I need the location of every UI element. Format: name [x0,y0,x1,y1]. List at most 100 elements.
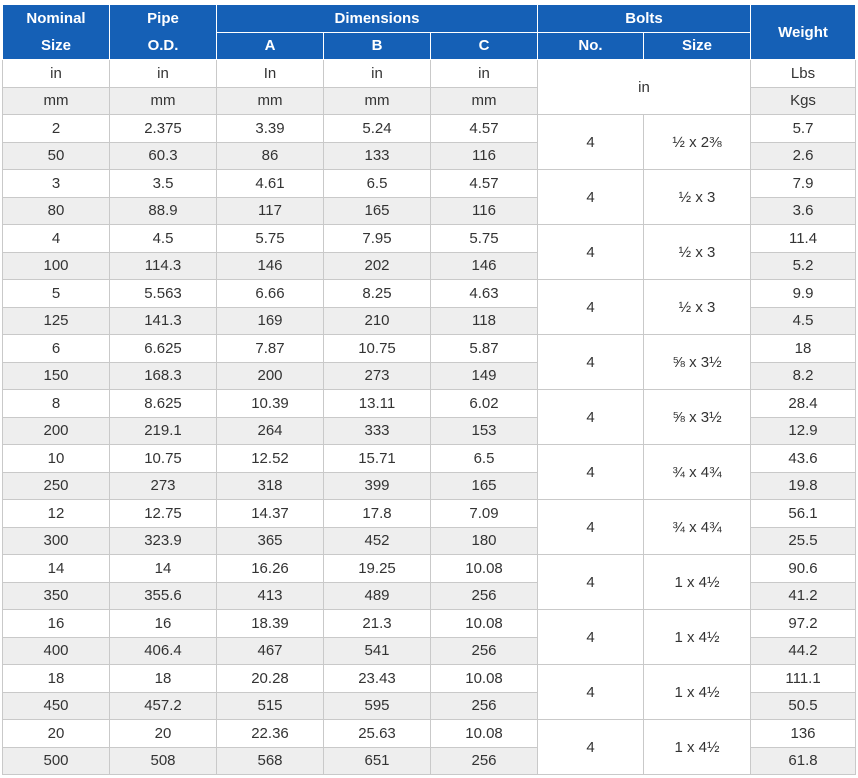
bolt-size-cell: ¾ x 4¾ [643,499,752,555]
bolt-size-cell: ⅝ x 3½ [643,389,752,445]
table-cell: 17.8 [323,499,431,528]
table-cell: 4 [2,224,110,253]
bolt-size-cell: ½ x 3 [643,279,752,335]
table-cell: 5.563 [109,279,217,308]
table-cell: 500 [2,746,110,775]
flange-spec-table: Nominal Size Pipe O.D. Dimensions Bolts We… [2,4,857,775]
table-cell: 2.375 [109,114,217,143]
table-cell: 165 [323,196,431,225]
table-body: in in In in in in Lbs mm mm mm mm mm Kgs… [2,59,857,775]
table-cell: 118 [429,306,539,335]
weight-kgs-cell: 12.9 [750,416,857,445]
table-cell: 202 [323,251,431,280]
table-cell: 450 [2,691,110,720]
unit-cell: mm [216,86,324,115]
header-weight: Weight [750,4,857,60]
bolt-size-cell: 1 x 4½ [643,719,752,775]
table-cell: 168.3 [109,361,217,390]
table-cell: 6.625 [109,334,217,363]
bolt-count-cell: 4 [537,609,645,665]
table-cell: 300 [2,526,110,555]
unit-cell: mm [2,86,110,115]
table-cell: 5.75 [429,224,539,253]
weight-kgs-cell: 44.2 [750,636,857,665]
table-cell: 16.26 [216,554,324,583]
unit-cell: in [109,59,217,88]
table-cell: 6.5 [323,169,431,198]
bolt-unit-cell: in [537,59,752,115]
table-row: 18 18 20.28 23.43 10.08 4 1 x 4½ 111.1 [2,664,857,720]
header-bolts: Bolts [537,4,752,33]
table-row: 200 219.1 264 333 153 12.9 [2,416,857,445]
weight-kgs-cell: 19.8 [750,471,857,500]
table-cell: 18 [2,664,110,693]
weight-lbs-cell: 43.6 [750,444,857,473]
table-cell: 256 [429,636,539,665]
table-cell: 210 [323,306,431,335]
table-cell: 365 [216,526,324,555]
table-cell: 20 [2,719,110,748]
table-cell: 10 [2,444,110,473]
header-nominal-size: Nominal Size [2,4,110,60]
table-cell: 153 [429,416,539,445]
bolt-count-cell: 4 [537,554,645,610]
weight-kgs-cell: 61.8 [750,746,857,775]
table-header: Nominal Size Pipe O.D. Dimensions Bolts We… [2,4,857,60]
table-cell: 80 [2,196,110,225]
table-cell: 169 [216,306,324,335]
weight-lbs-cell: 9.9 [750,279,857,308]
table-cell: 8 [2,389,110,418]
table-cell: 10.08 [429,664,539,693]
table-cell: 6.02 [429,389,539,418]
unit-cell: in [323,59,431,88]
weight-unit-imperial: Lbs [750,59,857,88]
weight-lbs-cell: 136 [750,719,857,748]
weight-unit-metric: Kgs [750,86,857,115]
table-cell: 595 [323,691,431,720]
bolt-size-cell: ½ x 2⅜ [643,114,752,170]
units-row-imperial: in in In in in in Lbs [2,59,857,115]
bolt-size-cell: 1 x 4½ [643,609,752,665]
table-cell: 165 [429,471,539,500]
weight-kgs-cell: 4.5 [750,306,857,335]
table-cell: 180 [429,526,539,555]
bolt-count-cell: 4 [537,279,645,335]
table-cell: 333 [323,416,431,445]
table-cell: 88.9 [109,196,217,225]
table-cell: 20 [109,719,217,748]
table-cell: 18 [109,664,217,693]
table-cell: 7.87 [216,334,324,363]
table-row: 450 457.2 515 595 256 50.5 [2,691,857,720]
table-cell: 14 [109,554,217,583]
table-cell: 100 [2,251,110,280]
unit-cell: mm [323,86,431,115]
table-row: 16 16 18.39 21.3 10.08 4 1 x 4½ 97.2 [2,609,857,665]
table-cell: 117 [216,196,324,225]
table-cell: 355.6 [109,581,217,610]
table-cell: 3 [2,169,110,198]
table-cell: 3.39 [216,114,324,143]
table-cell: 200 [2,416,110,445]
table-cell: 60.3 [109,141,217,170]
header-dim-a: A [216,31,324,60]
table-row: 20 20 22.36 25.63 10.08 4 1 x 4½ 136 [2,719,857,775]
table-cell: 25.63 [323,719,431,748]
unit-cell: mm [429,86,539,115]
bolt-count-cell: 4 [537,169,645,225]
table-cell: 5.87 [429,334,539,363]
weight-lbs-cell: 56.1 [750,499,857,528]
table-cell: 200 [216,361,324,390]
table-row: 300 323.9 365 452 180 25.5 [2,526,857,555]
table-cell: 16 [2,609,110,638]
table-cell: 86 [216,141,324,170]
table-cell: 10.08 [429,719,539,748]
table-cell: 651 [323,746,431,775]
table-cell: 12.52 [216,444,324,473]
table-cell: 515 [216,691,324,720]
table-cell: 5.24 [323,114,431,143]
table-cell: 114.3 [109,251,217,280]
table-cell: 273 [109,471,217,500]
table-cell: 4.63 [429,279,539,308]
header-bolts-no: No. [537,31,645,60]
bolt-size-cell: 1 x 4½ [643,554,752,610]
